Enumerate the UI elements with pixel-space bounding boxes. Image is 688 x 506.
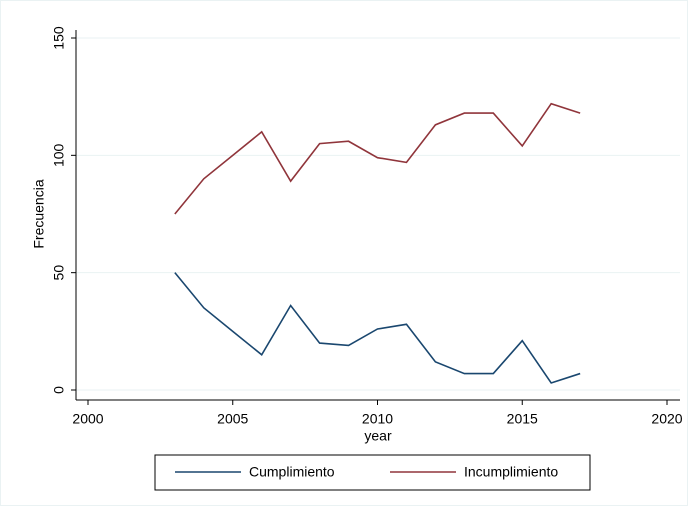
x-tick-label: 2010 — [362, 411, 393, 427]
y-axis-label: Frecuencia — [31, 179, 47, 248]
x-tick-label: 2000 — [72, 411, 103, 427]
legend-label: Incumplimiento — [464, 464, 558, 480]
x-axis-label: year — [364, 428, 392, 444]
y-tick-label: 50 — [51, 265, 67, 281]
y-tick-label: 150 — [51, 26, 67, 50]
x-tick-label: 2020 — [651, 411, 682, 427]
legend-label: Cumplimiento — [249, 464, 335, 480]
series-line — [174, 272, 581, 384]
y-tick-label: 0 — [51, 386, 67, 394]
y-tick-label: 100 — [51, 143, 67, 167]
x-tick-label: 2005 — [217, 411, 248, 427]
series-line — [174, 102, 581, 215]
x-tick-label: 2015 — [507, 411, 538, 427]
